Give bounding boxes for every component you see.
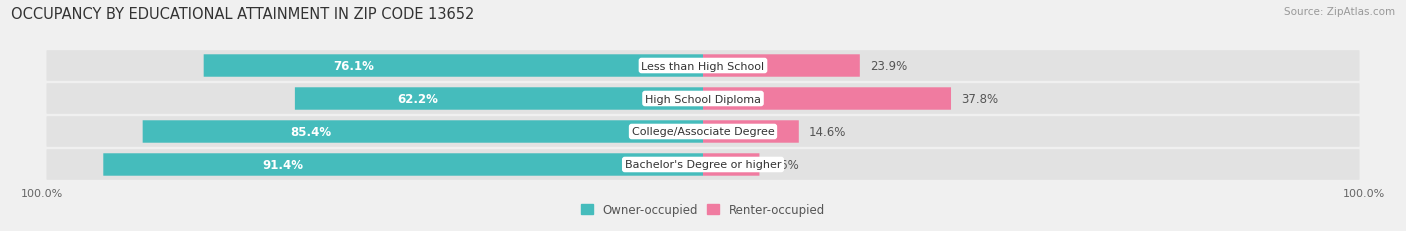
FancyBboxPatch shape [703, 121, 799, 143]
Text: Source: ZipAtlas.com: Source: ZipAtlas.com [1284, 7, 1395, 17]
FancyBboxPatch shape [103, 154, 703, 176]
Text: 37.8%: 37.8% [960, 93, 998, 106]
Text: 85.4%: 85.4% [290, 125, 332, 138]
Text: 14.6%: 14.6% [808, 125, 846, 138]
FancyBboxPatch shape [46, 51, 1360, 82]
FancyBboxPatch shape [46, 117, 1360, 147]
Text: High School Diploma: High School Diploma [645, 94, 761, 104]
Text: Bachelor's Degree or higher: Bachelor's Degree or higher [624, 160, 782, 170]
FancyBboxPatch shape [204, 55, 703, 77]
FancyBboxPatch shape [703, 154, 759, 176]
Text: College/Associate Degree: College/Associate Degree [631, 127, 775, 137]
Text: 76.1%: 76.1% [333, 60, 374, 73]
Text: OCCUPANCY BY EDUCATIONAL ATTAINMENT IN ZIP CODE 13652: OCCUPANCY BY EDUCATIONAL ATTAINMENT IN Z… [11, 7, 475, 22]
Text: 23.9%: 23.9% [870, 60, 907, 73]
FancyBboxPatch shape [142, 121, 703, 143]
Text: 8.6%: 8.6% [769, 158, 799, 171]
Text: 91.4%: 91.4% [263, 158, 304, 171]
Text: 100.0%: 100.0% [21, 188, 63, 198]
Text: 100.0%: 100.0% [1343, 188, 1385, 198]
FancyBboxPatch shape [295, 88, 703, 110]
FancyBboxPatch shape [703, 55, 860, 77]
Legend: Owner-occupied, Renter-occupied: Owner-occupied, Renter-occupied [581, 203, 825, 216]
FancyBboxPatch shape [46, 84, 1360, 114]
Text: 62.2%: 62.2% [396, 93, 437, 106]
FancyBboxPatch shape [703, 88, 950, 110]
FancyBboxPatch shape [46, 149, 1360, 180]
Text: Less than High School: Less than High School [641, 61, 765, 71]
